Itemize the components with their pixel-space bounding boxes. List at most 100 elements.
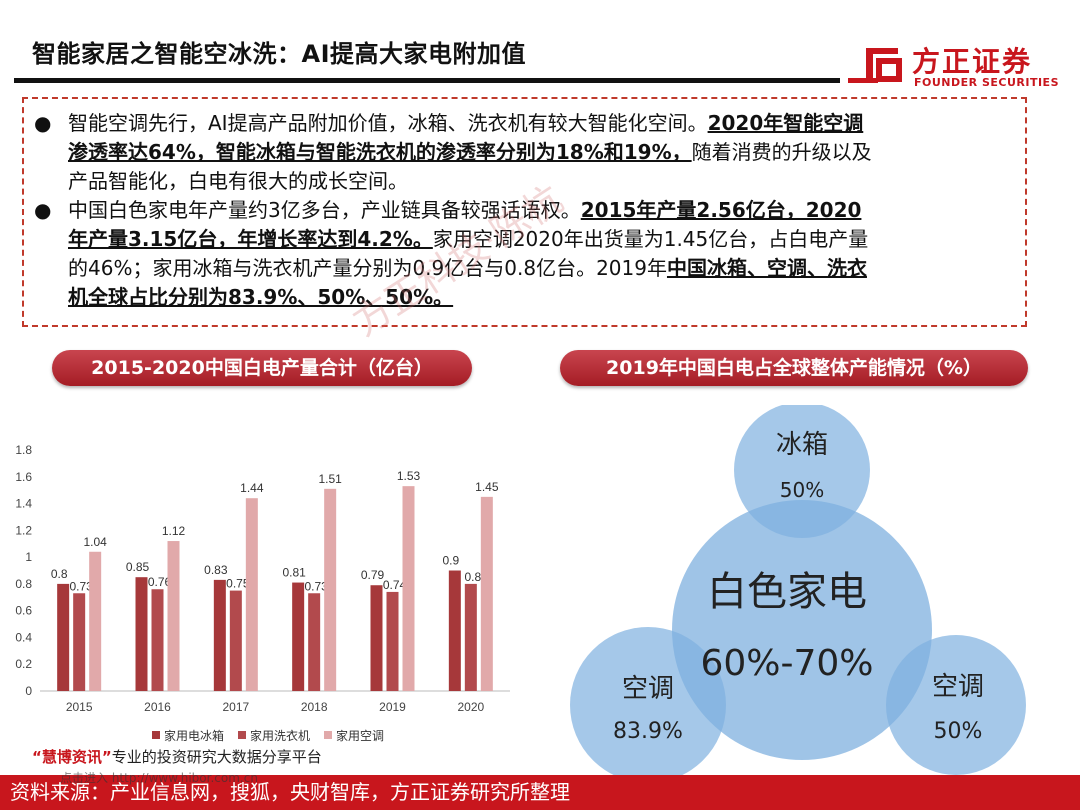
- venn-center-value: 60%-70%: [700, 643, 873, 684]
- y-tick-label: 0.6: [15, 604, 32, 618]
- bullet-2-highlight-d: 机全球占比分别为83.9%、50%、50%。: [68, 285, 454, 309]
- y-tick-label: 0: [25, 684, 32, 698]
- footer-note: “慧博资讯”专业的投资研究大数据分享平台: [32, 746, 322, 767]
- bar-家用洗衣机-2015: [73, 593, 86, 691]
- bar-value-label: 1.53: [397, 469, 421, 483]
- bar-家用空调-2017: [245, 498, 258, 691]
- bar-value-label: 0.8: [51, 567, 68, 581]
- bar-value-label: 0.83: [204, 563, 228, 577]
- y-tick-label: 0.8: [15, 577, 32, 591]
- venn-circle-ac-right: [886, 635, 1026, 775]
- footer-note-brand: “慧博资讯”: [32, 748, 112, 766]
- bullet-1-text-b: 随着消费的升级以及: [691, 140, 872, 164]
- bullet-2-highlight-a: 2015年产量2.56亿台，2020: [580, 198, 862, 222]
- y-tick-label: 1.2: [15, 523, 32, 537]
- legend-swatch: [238, 731, 246, 739]
- bar-value-label: 1.12: [162, 524, 186, 538]
- bar-家用电冰箱-2019: [370, 585, 383, 691]
- bullet-2-highlight-c: 中国冰箱、空调、洗衣: [666, 256, 867, 280]
- bar-家用空调-2015: [89, 551, 102, 691]
- bar-家用洗衣机-2016: [151, 589, 164, 691]
- bullet-1-text-c: 产品智能化，白电有很大的成长空间。: [68, 169, 408, 193]
- venn-ac-right-label: 空调: [932, 672, 984, 702]
- bar-家用空调-2019: [402, 486, 415, 691]
- bar-value-label: 0.73: [304, 579, 328, 593]
- bar-value-label: 0.9: [442, 554, 459, 568]
- bullet-1-text: 智能空调先行，AI提高产品附加价值，冰箱、洗衣机有较大智能化空间。2020年智能…: [68, 109, 1019, 196]
- brand-logo: 方正证券 FOUNDER SECURITIES: [862, 40, 1062, 90]
- bullet-2-text-b: 家用空调2020年出货量为1.45亿台，占白电产量: [432, 227, 869, 251]
- bar-家用电冰箱-2018: [292, 582, 305, 691]
- x-tick-label: 2016: [144, 700, 171, 714]
- y-tick-label: 0.4: [15, 630, 32, 644]
- venn-circle-fridge: [734, 405, 870, 538]
- bar-value-label: 0.79: [361, 568, 385, 582]
- legend-swatch: [152, 731, 160, 739]
- bullet-1: ● 智能空调先行，AI提高产品附加价值，冰箱、洗衣机有较大智能化空间。2020年…: [34, 109, 1019, 196]
- logo-name-en: FOUNDER SECURITIES: [914, 76, 1059, 89]
- venn-circle-ac-left: [570, 627, 726, 775]
- founder-logo-icon: [866, 48, 902, 82]
- bar-value-label: 0.73: [69, 579, 93, 593]
- venn-ac-left-label: 空调: [622, 674, 674, 704]
- bar-value-label: 0.8: [464, 570, 481, 584]
- bar-value-label: 0.75: [226, 577, 250, 591]
- bar-家用电冰箱-2020: [448, 570, 461, 691]
- x-tick-label: 2018: [301, 700, 328, 714]
- bar-value-label: 1.45: [475, 480, 499, 494]
- bullet-1-highlight-b: 渗透率达64%，智能冰箱与智能洗衣机的渗透率分别为18%和19%，: [68, 140, 692, 164]
- footer-note-text: 专业的投资研究大数据分享平台: [111, 748, 322, 766]
- venn-chart-header: 2019年中国白电占全球整体产能情况（%）: [560, 350, 1028, 386]
- bar-value-label: 0.85: [126, 560, 150, 574]
- page-title: 智能家居之智能空冰洗：AI提高大家电附加值: [32, 40, 527, 68]
- venn-ac-left-value: 83.9%: [613, 719, 683, 744]
- bar-家用电冰箱-2017: [213, 579, 226, 691]
- bar-家用电冰箱-2015: [57, 583, 70, 691]
- bar-chart-header: 2015-2020中国白电产量合计（亿台）: [52, 350, 472, 386]
- bar-家用空调-2020: [480, 496, 493, 691]
- bullet-2: ● 中国白色家电年产量约3亿多台，产业链具备较强话语权。2015年产量2.56亿…: [34, 196, 1019, 312]
- bullet-2-text-a: 中国白色家电年产量约3亿多台，产业链具备较强话语权。: [68, 198, 581, 222]
- source-text: 资料来源：产业信息网，搜狐，央财智库，方正证券研究所整理: [10, 780, 570, 804]
- x-tick-label: 2017: [222, 700, 249, 714]
- source-footer: 点击进入 http://www.hibor.com.cn 资料来源：产业信息网，…: [0, 771, 1080, 810]
- bullet-dot-icon: ●: [34, 198, 52, 222]
- x-tick-label: 2020: [457, 700, 484, 714]
- venn-ac-right-value: 50%: [934, 719, 983, 744]
- footer-link[interactable]: 点击进入 http://www.hibor.com.cn: [60, 771, 258, 785]
- bar-家用洗衣机-2020: [464, 583, 477, 691]
- bullet-dot-icon: ●: [34, 111, 52, 135]
- legend-swatch: [324, 731, 332, 739]
- y-tick-label: 1.4: [15, 497, 32, 511]
- summary-box: ● 智能空调先行，AI提高产品附加价值，冰箱、洗衣机有较大智能化空间。2020年…: [22, 97, 1027, 327]
- legend-label: 家用电冰箱: [164, 728, 224, 743]
- legend-label: 家用洗衣机: [250, 728, 310, 743]
- bar-value-label: 1.51: [318, 472, 342, 486]
- y-tick-label: 1.6: [15, 470, 32, 484]
- bar-value-label: 0.76: [148, 575, 172, 589]
- venn-fridge-label: 冰箱: [776, 430, 828, 460]
- bullet-1-text-a: 智能空调先行，AI提高产品附加价值，冰箱、洗衣机有较大智能化空间。: [68, 111, 708, 135]
- venn-fridge-value: 50%: [780, 478, 824, 502]
- logo-name-cn: 方正证券: [912, 45, 1033, 78]
- title-divider-accent: [848, 78, 878, 83]
- bar-value-label: 1.44: [240, 481, 264, 495]
- x-tick-label: 2019: [379, 700, 406, 714]
- x-tick-label: 2015: [66, 700, 93, 714]
- venn-center-label: 白色家电: [707, 569, 867, 615]
- bar-家用电冰箱-2016: [135, 577, 148, 691]
- bar-value-label: 0.74: [383, 578, 407, 592]
- bar-家用洗衣机-2018: [308, 593, 321, 691]
- title-divider: [14, 78, 840, 83]
- bar-家用洗衣机-2019: [386, 591, 399, 691]
- bar-家用空调-2018: [324, 488, 337, 691]
- venn-circle-center: [672, 500, 932, 760]
- venn-chart: 白色家电 60%-70% 冰箱 50% 空调 83.9% 空调 50%: [570, 405, 1026, 775]
- y-tick-label: 1: [25, 550, 32, 564]
- bar-家用空调-2016: [167, 541, 180, 691]
- bullet-1-highlight-a: 2020年智能空调: [707, 111, 864, 135]
- bullet-2-text-c: 的46%；家用冰箱与洗衣机产量分别为0.9亿台与0.8亿台。2019年: [68, 256, 667, 280]
- bullet-2-text: 中国白色家电年产量约3亿多台，产业链具备较强话语权。2015年产量2.56亿台，…: [68, 196, 1019, 312]
- bar-家用洗衣机-2017: [229, 590, 242, 691]
- legend-label: 家用空调: [336, 728, 384, 743]
